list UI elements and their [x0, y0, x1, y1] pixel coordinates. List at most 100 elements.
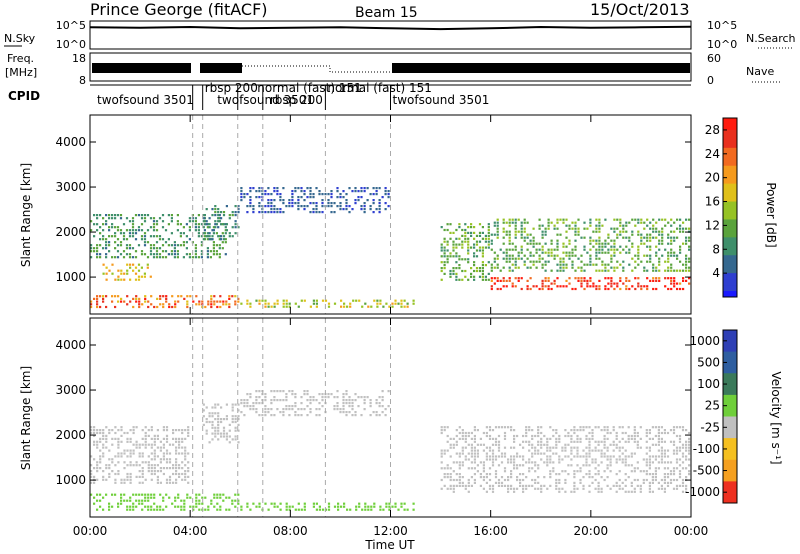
heat-cell: [181, 437, 184, 440]
heat-cell: [128, 235, 132, 238]
heat-cell: [485, 455, 488, 458]
heat-cell: [102, 272, 105, 275]
heat-cell: [579, 478, 582, 482]
heat-cell: [237, 415, 240, 418]
heat-cell: [194, 244, 197, 247]
heat-cell: [570, 434, 573, 438]
heat-cell: [673, 285, 676, 288]
heat-cell: [384, 193, 387, 196]
heat-cell: [168, 461, 172, 464]
heat-cell: [96, 229, 99, 232]
heat-cell: [249, 405, 252, 408]
heat-cell: [494, 473, 498, 476]
heat-cell: [108, 505, 111, 508]
heat-cell: [540, 443, 543, 446]
heat-cell: [321, 202, 324, 205]
heat-cell: [111, 235, 114, 238]
heat-cell: [122, 223, 126, 226]
heat-cell: [535, 266, 538, 269]
heat-cell: [490, 279, 493, 282]
heat-cell: [167, 244, 170, 247]
heat-cell: [500, 484, 504, 487]
heat-cell: [473, 446, 476, 449]
heat-cell: [255, 190, 258, 193]
heat-cell: [497, 464, 501, 467]
heat-cell: [375, 414, 378, 417]
heat-cell: [532, 242, 535, 245]
heat-cell: [612, 426, 615, 429]
heat-cell: [175, 478, 178, 481]
heat-cell: [467, 478, 470, 482]
heat-cell: [493, 266, 496, 269]
heat-cell: [499, 279, 502, 282]
heat-cell: [138, 303, 141, 306]
heat-cell: [619, 287, 622, 291]
heat-cell: [327, 502, 331, 505]
heat-cell: [640, 221, 643, 224]
heat-cell: [488, 455, 492, 458]
heat-cell: [546, 437, 549, 440]
heat-cell: [213, 295, 216, 298]
heat-cell: [114, 247, 117, 250]
heat-cell: [270, 199, 273, 202]
heat-cell: [685, 269, 688, 272]
heat-cell: [585, 426, 588, 429]
heat-cell: [597, 449, 600, 452]
heat-cell: [464, 437, 467, 440]
heat-cell: [207, 508, 210, 511]
heat-cell: [585, 455, 588, 458]
heat-cell: [197, 232, 200, 235]
heat-cell: [688, 257, 691, 260]
heat-cell: [138, 493, 141, 496]
heat-cell: [168, 458, 172, 461]
heat-cell: [202, 232, 205, 235]
heat-cell: [315, 299, 318, 302]
heat-cell: [159, 470, 162, 473]
heat-cell: [381, 399, 384, 402]
heat-cell: [475, 243, 479, 246]
heat-cell: [339, 205, 342, 208]
heat-cell: [198, 499, 201, 502]
y-tick-label: 4000: [55, 135, 86, 149]
heat-cell: [102, 443, 105, 446]
heat-cell: [556, 248, 559, 251]
heat-cell: [370, 508, 373, 511]
heat-cell: [215, 250, 218, 253]
heat-cell: [672, 487, 676, 490]
heat-cell: [318, 190, 321, 193]
heat-cell: [654, 476, 657, 479]
heat-cell: [363, 190, 366, 193]
heat-cell: [200, 244, 203, 247]
heat-cell: [534, 464, 537, 467]
heat-cell: [598, 285, 601, 288]
heat-cell: [505, 251, 508, 254]
heat-cell: [162, 452, 165, 455]
heat-cell: [511, 263, 514, 266]
heat-cell: [464, 484, 467, 487]
heat-cell: [645, 429, 648, 432]
heat-cell: [491, 449, 495, 452]
heat-cell: [467, 261, 470, 264]
heat-cell: [138, 502, 141, 505]
heat-cell: [273, 305, 276, 308]
nsky-label: N.Sky: [4, 32, 36, 45]
heat-cell: [218, 220, 221, 223]
freq-tick-bottom: 8: [79, 74, 86, 87]
heat-cell: [537, 449, 540, 452]
heat-cell: [391, 302, 394, 305]
heat-cell: [588, 437, 591, 440]
heat-cell: [616, 218, 619, 221]
heat-cell: [172, 467, 175, 470]
heat-cell: [220, 223, 223, 226]
heat-cell: [511, 269, 514, 272]
velocity-ylabel: Slant Range [km]: [19, 366, 33, 470]
heat-cell: [514, 245, 517, 248]
heat-cell: [458, 258, 461, 261]
heat-cell: [598, 221, 601, 224]
heat-cell: [580, 282, 583, 285]
heat-cell: [378, 208, 381, 211]
heat-cell: [513, 440, 516, 443]
heat-cell: [394, 505, 397, 508]
heat-cell: [531, 467, 534, 470]
